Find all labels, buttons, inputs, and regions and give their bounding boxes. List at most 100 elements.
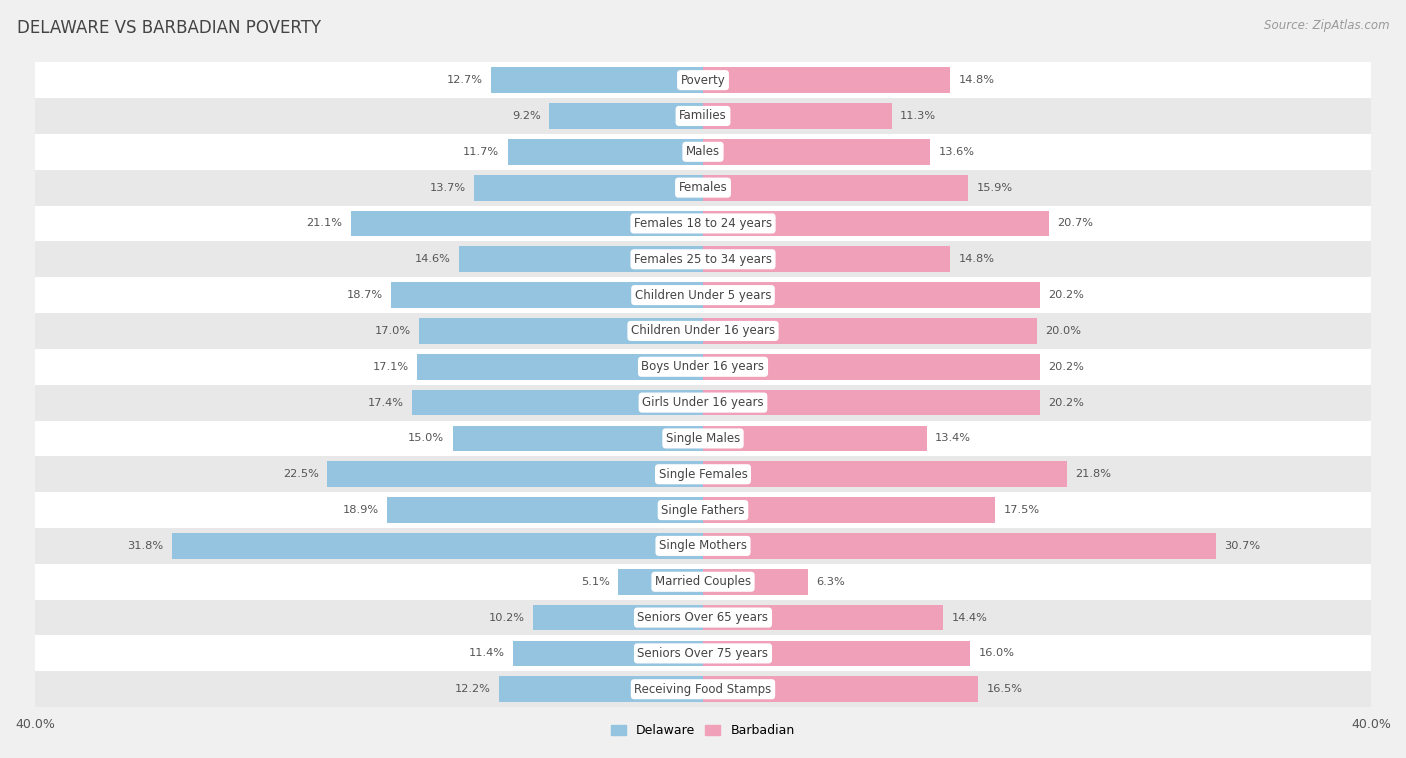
Text: 13.6%: 13.6%	[938, 147, 974, 157]
Text: Married Couples: Married Couples	[655, 575, 751, 588]
Bar	[35, 528, 1371, 564]
Bar	[499, 676, 703, 702]
Text: 21.1%: 21.1%	[307, 218, 342, 228]
Text: 20.7%: 20.7%	[1057, 218, 1092, 228]
Text: 30.7%: 30.7%	[1223, 541, 1260, 551]
Bar	[703, 354, 1040, 380]
Bar	[391, 282, 703, 308]
Text: Poverty: Poverty	[681, 74, 725, 86]
Bar	[35, 134, 1371, 170]
Bar	[35, 277, 1371, 313]
Text: 12.2%: 12.2%	[456, 684, 491, 694]
Text: 20.0%: 20.0%	[1045, 326, 1081, 336]
Text: 17.0%: 17.0%	[374, 326, 411, 336]
Text: 15.0%: 15.0%	[408, 434, 444, 443]
Text: Families: Families	[679, 109, 727, 123]
Text: 31.8%: 31.8%	[128, 541, 163, 551]
Bar	[35, 241, 1371, 277]
Bar	[703, 497, 995, 523]
Bar	[703, 103, 891, 129]
Text: 14.6%: 14.6%	[415, 254, 451, 265]
Text: DELAWARE VS BARBADIAN POVERTY: DELAWARE VS BARBADIAN POVERTY	[17, 19, 321, 37]
Bar	[35, 205, 1371, 241]
Text: Source: ZipAtlas.com: Source: ZipAtlas.com	[1264, 19, 1389, 32]
Text: Single Males: Single Males	[666, 432, 740, 445]
Bar	[419, 318, 703, 344]
Bar	[35, 564, 1371, 600]
Bar	[35, 421, 1371, 456]
Bar	[703, 318, 1036, 344]
Bar	[703, 390, 1040, 415]
Bar	[513, 641, 703, 666]
Bar	[35, 313, 1371, 349]
Text: Females 18 to 24 years: Females 18 to 24 years	[634, 217, 772, 230]
Bar	[474, 175, 703, 201]
Text: 14.4%: 14.4%	[952, 612, 987, 622]
Bar	[703, 246, 950, 272]
Bar	[550, 103, 703, 129]
Bar	[350, 211, 703, 236]
Bar	[35, 349, 1371, 384]
Bar	[508, 139, 703, 164]
Text: 20.2%: 20.2%	[1049, 398, 1084, 408]
Bar	[703, 533, 1216, 559]
Text: Females 25 to 34 years: Females 25 to 34 years	[634, 252, 772, 266]
Text: 17.5%: 17.5%	[1004, 505, 1039, 515]
Text: Single Females: Single Females	[658, 468, 748, 481]
Text: 14.8%: 14.8%	[959, 254, 994, 265]
Text: 13.7%: 13.7%	[430, 183, 465, 193]
Text: 22.5%: 22.5%	[283, 469, 319, 479]
Bar	[388, 497, 703, 523]
Bar	[35, 62, 1371, 98]
Text: 16.0%: 16.0%	[979, 648, 1015, 659]
Bar	[35, 384, 1371, 421]
Bar	[418, 354, 703, 380]
Bar	[703, 676, 979, 702]
Bar	[35, 600, 1371, 635]
Text: 10.2%: 10.2%	[488, 612, 524, 622]
Text: 20.2%: 20.2%	[1049, 362, 1084, 371]
Legend: Delaware, Barbadian: Delaware, Barbadian	[606, 719, 800, 742]
Bar	[35, 672, 1371, 707]
Bar	[703, 139, 931, 164]
Text: Seniors Over 65 years: Seniors Over 65 years	[637, 611, 769, 624]
Text: 11.3%: 11.3%	[900, 111, 936, 121]
Text: 6.3%: 6.3%	[817, 577, 845, 587]
Bar	[617, 568, 703, 594]
Bar	[35, 170, 1371, 205]
Text: Children Under 16 years: Children Under 16 years	[631, 324, 775, 337]
Bar	[703, 67, 950, 93]
Bar	[703, 641, 970, 666]
Bar	[533, 605, 703, 631]
Text: 15.9%: 15.9%	[977, 183, 1012, 193]
Text: 14.8%: 14.8%	[959, 75, 994, 85]
Text: Seniors Over 75 years: Seniors Over 75 years	[637, 647, 769, 660]
Bar	[35, 98, 1371, 134]
Text: 13.4%: 13.4%	[935, 434, 972, 443]
Bar	[35, 635, 1371, 672]
Bar	[703, 175, 969, 201]
Bar	[703, 605, 943, 631]
Text: Males: Males	[686, 146, 720, 158]
Text: 5.1%: 5.1%	[581, 577, 609, 587]
Text: 18.9%: 18.9%	[343, 505, 380, 515]
Text: 11.7%: 11.7%	[463, 147, 499, 157]
Bar	[703, 462, 1067, 487]
Text: 9.2%: 9.2%	[512, 111, 541, 121]
Bar	[491, 67, 703, 93]
Bar	[453, 425, 703, 451]
Text: 17.4%: 17.4%	[368, 398, 404, 408]
Bar	[703, 568, 808, 594]
Text: 16.5%: 16.5%	[987, 684, 1022, 694]
Text: Boys Under 16 years: Boys Under 16 years	[641, 360, 765, 373]
Text: 18.7%: 18.7%	[346, 290, 382, 300]
Bar	[703, 211, 1049, 236]
Text: 20.2%: 20.2%	[1049, 290, 1084, 300]
Bar	[172, 533, 703, 559]
Bar	[703, 282, 1040, 308]
Text: 11.4%: 11.4%	[468, 648, 505, 659]
Bar	[328, 462, 703, 487]
Bar	[412, 390, 703, 415]
Text: Single Fathers: Single Fathers	[661, 503, 745, 517]
Text: Females: Females	[679, 181, 727, 194]
